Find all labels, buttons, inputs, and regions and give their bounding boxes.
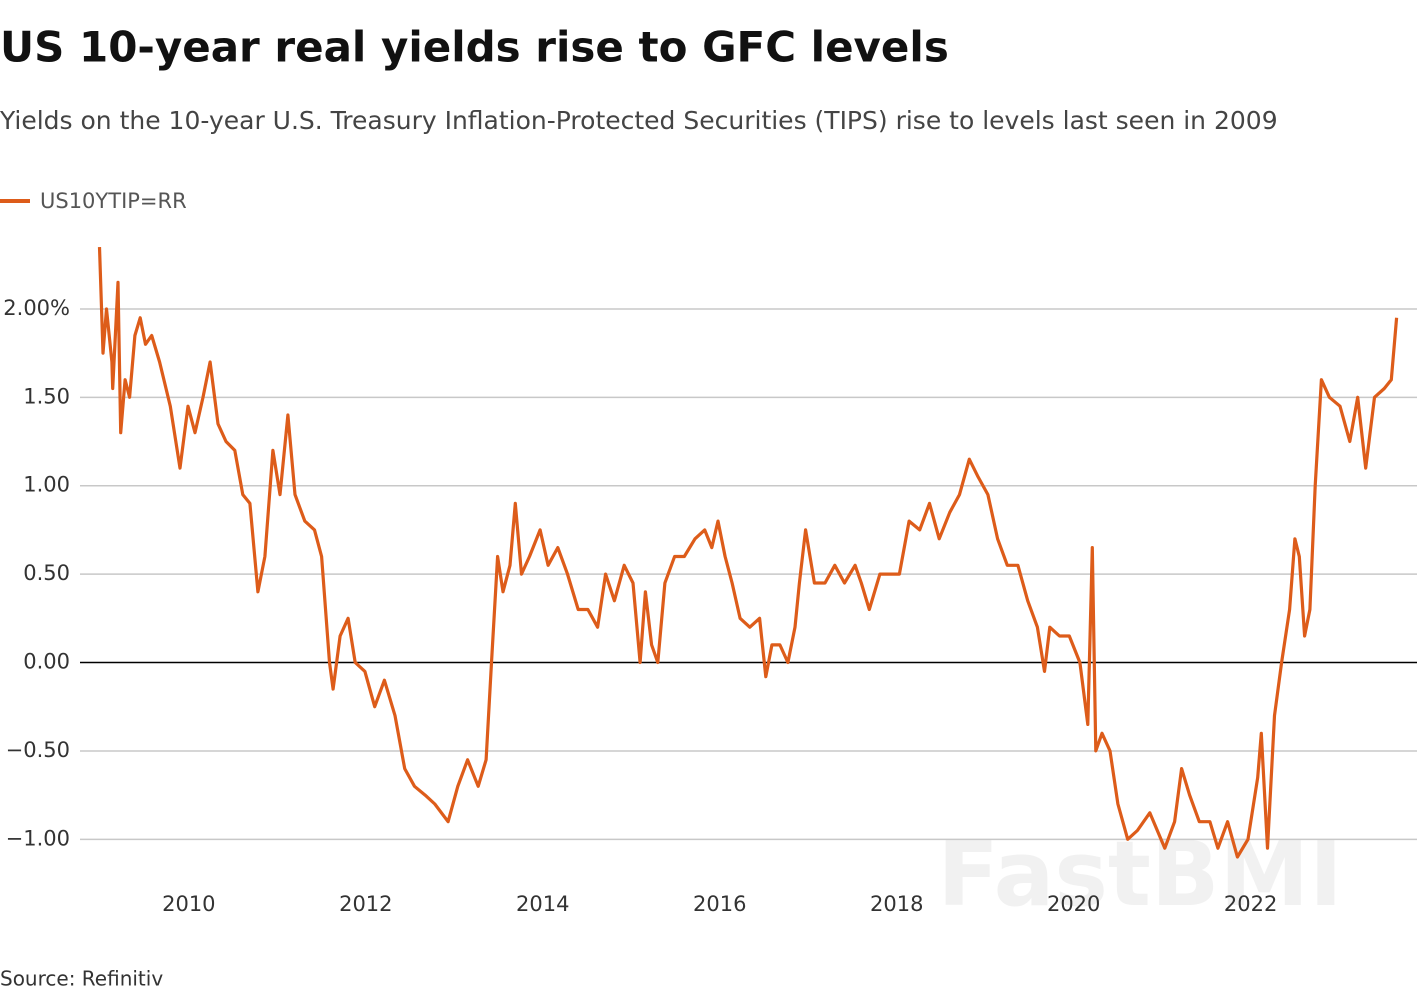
y-tick-label: −0.50	[6, 738, 70, 762]
x-tick-label: 2022	[1224, 892, 1277, 916]
y-tick-label: 0.00	[23, 650, 70, 674]
watermark: FastBMI	[937, 822, 1342, 927]
legend-label: US10YTIP=RR	[40, 189, 187, 213]
x-tick-label: 2018	[870, 892, 923, 916]
x-tick-label: 2016	[693, 892, 746, 916]
y-tick-label: 1.50	[23, 384, 70, 408]
x-tick-label: 2014	[516, 892, 569, 916]
chart-title: US 10-year real yields rise to GFC level…	[0, 23, 949, 72]
y-tick-label: 0.50	[23, 561, 70, 585]
x-tick-label: 2020	[1047, 892, 1100, 916]
y-tick-label: −1.00	[6, 826, 70, 850]
series-line	[97, 247, 1399, 859]
source: Source: Refinitiv	[0, 967, 163, 991]
chart-subtitle: Yields on the 10-year U.S. Treasury Infl…	[0, 106, 1278, 135]
y-tick-label: 2.00%	[3, 296, 70, 320]
x-tick-label: 2012	[339, 892, 392, 916]
y-tick-label: 1.00	[23, 473, 70, 497]
x-tick-label: 2010	[162, 892, 215, 916]
